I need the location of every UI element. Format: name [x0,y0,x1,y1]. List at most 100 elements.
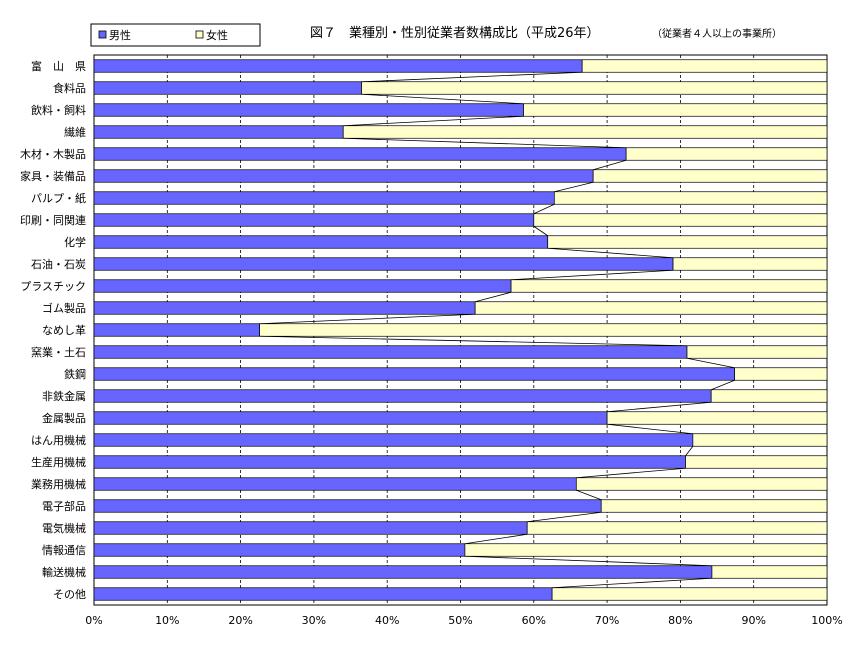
bar-female [710,389,828,403]
category-labels: 富 山 県食料品飲料・飼料繊維木材・木製品家具・装備品パルプ・紙印刷・同関連化学… [20,59,86,601]
category-label: なめし革 [42,323,86,337]
category-label: 金属製品 [42,411,86,425]
bar-male [93,169,594,183]
x-tick-label: 90% [741,614,765,627]
category-label: ゴム製品 [42,301,86,315]
category-label: 生産用機械 [31,455,86,469]
bar-female [711,565,828,579]
bar-male [93,323,261,337]
series-lines [259,71,735,589]
bar-female [474,301,828,315]
category-label: 化学 [64,235,86,249]
bar-female [575,477,828,491]
chart-subtitle: （従業者４人以上の事業所） [652,27,782,40]
bar-female [533,213,828,227]
legend: 男性 女性 [90,23,261,47]
x-tick-label: 20% [228,614,252,627]
bar-male [93,345,688,359]
chart-title: 図７ 業種別・性別従業者数構成比（平成26年） [310,25,600,41]
x-tick-labels: 0% 10% 20% 30% 40% 50% 60% 70% 80% 90% 100% [85,614,842,627]
bar-male [93,59,583,73]
category-label: 食料品 [53,81,86,95]
bar-female [592,169,828,183]
category-label: 電子部品 [42,499,86,513]
bar-male [93,543,466,557]
bar-male [93,499,602,513]
series-line [607,423,693,435]
category-label: 石油・石炭 [31,257,86,271]
series-line [527,511,602,523]
bar-male [93,477,577,491]
bar-female [526,521,828,535]
bar-male [93,301,476,315]
series-line [711,379,735,391]
bar-female [600,499,828,513]
bar-male [93,455,686,469]
bar-female [672,257,828,271]
category-label: 繊維 [64,126,86,139]
legend-swatch-female [195,30,204,39]
x-tick-label: 60% [522,614,546,627]
x-tick-label: 0% [85,614,102,627]
category-label: その他 [53,588,86,601]
legend-label-male: 男性 [109,28,131,42]
category-label: 鉄鋼 [64,367,86,381]
bar-female [551,587,828,601]
category-label: はん用機械 [31,433,86,447]
x-tick-label: 100% [811,614,842,627]
x-tick-label: 10% [155,614,179,627]
category-label: 輸送機械 [42,565,86,579]
bar-male [93,389,712,403]
bar-male [93,191,555,205]
bar-male [93,81,362,95]
bar-male [93,587,553,601]
category-label: 業務用機械 [31,477,86,491]
series-line [554,181,594,193]
series-line [343,115,524,127]
legend-box [90,23,261,47]
bar-female [692,433,828,447]
series-line [361,71,583,83]
bar-male [93,411,608,425]
bar-female [581,59,828,73]
bar-female [547,235,828,249]
bar-female [523,103,828,117]
category-label: 印刷・同関連 [20,213,86,227]
category-label: パルプ・紙 [31,191,86,205]
x-tick-label: 30% [302,614,326,627]
bar-male [93,521,528,535]
series-line [533,225,548,237]
bar-female [342,125,828,139]
series-line [259,313,476,325]
bar-female [625,147,828,161]
series-line [576,489,602,501]
category-label: 富 山 県 [31,59,86,73]
x-tick-label: 70% [595,614,619,627]
category-label: 情報通信 [42,544,86,557]
category-label: 非鉄金属 [42,389,86,403]
bar-male [93,257,674,271]
series-line [547,247,674,259]
bar-female [361,81,828,95]
bar-female [510,279,828,293]
series-line [464,533,528,545]
series-line [475,291,512,303]
bar-male [93,279,512,293]
x-tick-label: 80% [668,614,692,627]
series-line [343,137,627,149]
series-line [464,555,712,567]
series-line [593,159,627,171]
bar-female [685,455,828,469]
category-label: 窯業・土石 [31,345,86,359]
bar-male [93,125,344,139]
category-label: プラスチック [20,280,86,293]
bar-male [93,235,549,249]
bar-female [259,323,828,337]
series-line [607,401,712,413]
series-line [576,467,686,479]
series-line [552,577,712,589]
x-tick-label: 50% [448,614,472,627]
legend-label-female: 女性 [206,28,228,42]
bar-male [93,367,735,381]
